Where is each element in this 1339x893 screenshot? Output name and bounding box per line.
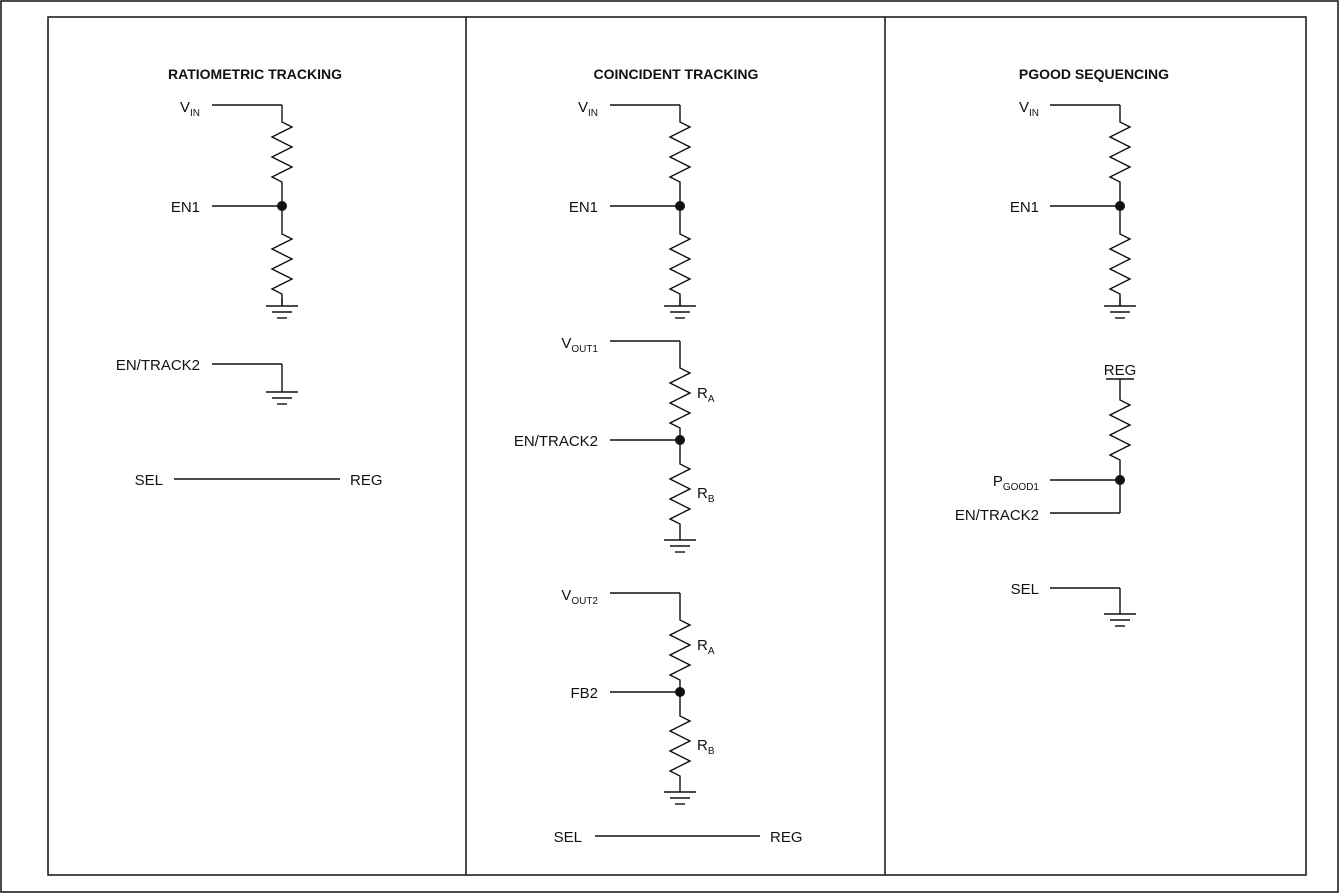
en-track2-label: EN/TRACK2 [116,357,200,374]
resistor-top [669,109,691,191]
panel-pgood: PGOOD SEQUENCING VIN EN1 REG PGOOD1 EN/T… [955,66,1169,627]
en1-label: EN1 [171,199,200,216]
vin-label: VIN [180,99,200,119]
vout1-label: VOUT1 [561,335,598,355]
sel-label: SEL [554,829,582,846]
panel-coincident: COINCIDENT TRACKING VIN EN1 VOUT1 RA EN/… [514,66,803,846]
panel-ratiometric: RATIOMETRIC TRACKING VIN EN1 EN/TRACK2 S… [116,66,383,489]
ground-symbol [663,297,697,319]
panels-border [47,16,1307,876]
fb2-label: FB2 [570,685,598,702]
panel-title: PGOOD SEQUENCING [1019,66,1169,82]
resistor-bottom [1109,221,1131,303]
en1-label: EN1 [569,199,598,216]
pullup-resistor [1109,387,1131,469]
en-track2-label: EN/TRACK2 [514,433,598,450]
ground-symbol [1103,297,1137,319]
vin-wire [212,104,283,110]
reg-label: REG [350,472,383,489]
reg-label: REG [770,829,803,846]
vin-label: VIN [578,99,598,119]
vin-wire [610,104,681,110]
ground-symbol [1103,605,1137,627]
resistor-ra [669,607,691,689]
en-track2-wire [212,363,283,384]
ground-symbol [265,297,299,319]
ground-symbol [663,531,697,553]
en-track2-label: EN/TRACK2 [955,507,1039,524]
vout1-wire [610,340,681,356]
vout2-label: VOUT2 [561,587,598,607]
panel-title: RATIOMETRIC TRACKING [168,66,342,82]
resistor-bottom [271,221,293,303]
ground-symbol [663,783,697,805]
sel-label: SEL [135,472,163,489]
resistor-top [1109,109,1131,191]
ground-symbol [265,383,299,405]
ra-label: RA [697,637,715,657]
sel-wire [1050,587,1121,606]
resistor-bottom [669,221,691,303]
rb-label: RB [697,485,715,505]
resistor-rb [669,451,691,533]
resistor-ra [669,355,691,437]
reg-label: REG [1104,362,1137,379]
resistor-rb [669,703,691,785]
panel-title: COINCIDENT TRACKING [594,66,759,82]
ra-label: RA [697,385,715,405]
vout2-wire [610,592,681,608]
vin-label: VIN [1019,99,1039,119]
resistor-top [271,109,293,191]
en1-label: EN1 [1010,199,1039,216]
pgood1-label: PGOOD1 [993,473,1040,493]
rb-label: RB [697,737,715,757]
sel-label: SEL [1011,581,1039,598]
vin-wire [1050,104,1121,110]
reg-rail [1106,378,1134,388]
